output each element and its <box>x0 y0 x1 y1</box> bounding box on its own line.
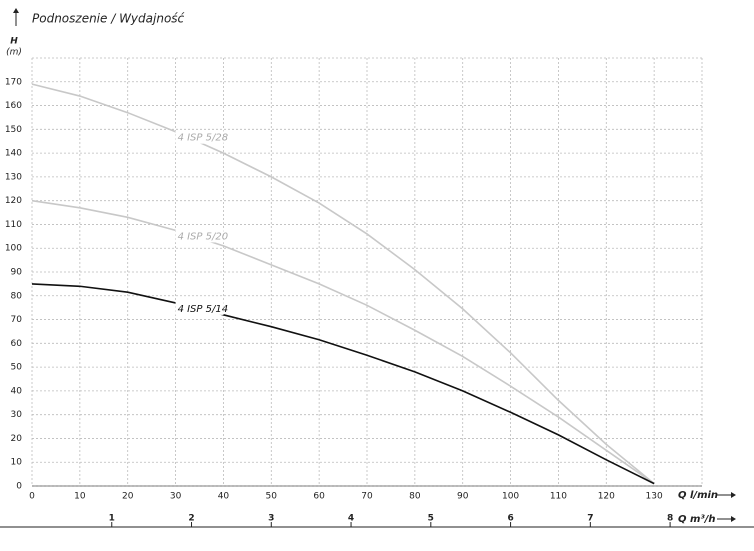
x2-arrowhead <box>731 516 736 522</box>
series-label: 4 ISP 5/28 <box>178 133 229 144</box>
series-line <box>31 283 655 485</box>
label-bg <box>175 229 224 243</box>
y-tick-label: 130 <box>5 172 22 182</box>
series-label: 4 ISP 5/20 <box>178 231 229 242</box>
x2-tick-label: 1 <box>109 514 115 524</box>
y-tick-label: 40 <box>11 386 23 396</box>
chart-title: Podnoszenie / Wydajność <box>32 12 185 26</box>
y-tick-label: 170 <box>5 77 22 87</box>
x-tick-label: 10 <box>74 492 86 502</box>
y-tick-label: 10 <box>11 458 23 468</box>
x-tick-label: 90 <box>457 492 469 502</box>
x-tick-label: 50 <box>266 492 278 502</box>
x-tick-label: 110 <box>550 492 567 502</box>
x-tick-label: 20 <box>122 492 134 502</box>
x-tick-label: 60 <box>313 492 325 502</box>
y-tick-label: 100 <box>5 244 22 254</box>
x2-tick-label: 8 <box>667 514 673 524</box>
y-tick-label: 160 <box>5 101 22 111</box>
x2-axis-label: Q m³/h <box>678 514 716 525</box>
y-tick-label: 20 <box>11 434 23 444</box>
y-tick-label: 150 <box>5 125 22 135</box>
series-label: 4 ISP 5/14 <box>178 304 229 315</box>
x-tick-label: 0 <box>29 492 35 502</box>
y-tick-label: 140 <box>5 149 22 159</box>
y-tick-label: 120 <box>5 196 22 206</box>
x2-tick-label: 3 <box>268 514 274 524</box>
y-tick-label: 80 <box>11 291 23 301</box>
title-arrowhead <box>13 8 19 13</box>
y-tick-label: 110 <box>5 220 22 230</box>
label-bg <box>175 130 224 144</box>
x2-tick-label: 6 <box>507 514 513 524</box>
x2-tick-label: 7 <box>587 514 593 524</box>
y-axis-label: H <box>10 37 18 47</box>
x-arrowhead <box>731 492 736 498</box>
series-line <box>31 199 655 485</box>
x-tick-label: 80 <box>409 492 421 502</box>
x-tick-label: 130 <box>646 492 663 502</box>
label-bg <box>175 301 224 315</box>
y-tick-label: 90 <box>11 268 23 278</box>
x-tick-label: 30 <box>170 492 182 502</box>
x-tick-label: 100 <box>502 492 519 502</box>
x2-tick-label: 4 <box>348 514 354 524</box>
y-axis-unit: (m) <box>6 48 22 58</box>
series-line <box>31 83 655 485</box>
x-tick-label: 120 <box>598 492 615 502</box>
x2-tick-label: 2 <box>188 514 194 524</box>
y-tick-label: 0 <box>16 482 22 492</box>
x-tick-label: 70 <box>361 492 373 502</box>
y-tick-label: 30 <box>11 410 23 420</box>
x2-tick-label: 5 <box>428 514 434 524</box>
y-tick-label: 70 <box>11 315 23 325</box>
y-tick-label: 50 <box>11 363 23 373</box>
y-tick-label: 60 <box>11 339 23 349</box>
x-tick-label: 40 <box>218 492 230 502</box>
x-axis-label: Q l/min <box>678 490 718 501</box>
